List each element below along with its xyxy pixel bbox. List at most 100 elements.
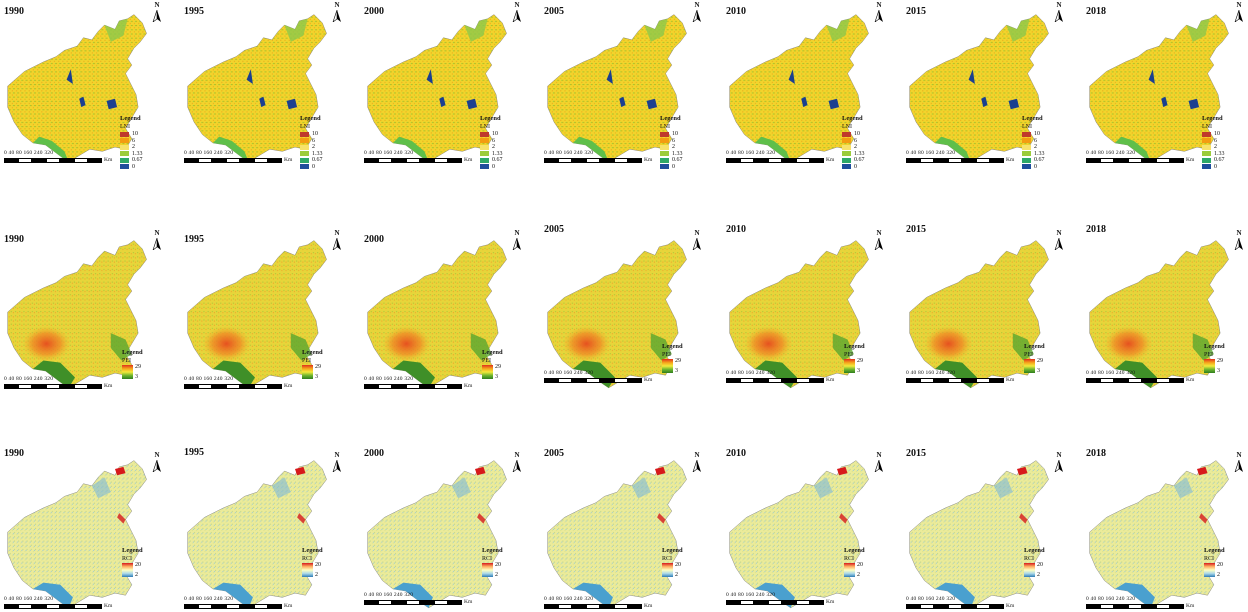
scale-segment (60, 157, 74, 163)
scale-segment (614, 603, 628, 609)
region-map (729, 240, 869, 389)
legend-class-value: 6 (1214, 137, 1217, 144)
legend-index-name: PEI (662, 351, 671, 358)
scale-segment (906, 157, 920, 163)
region-map (909, 460, 1049, 609)
scale-segment (434, 383, 448, 389)
scale-numbers: 0 40 80 160 240 320 (906, 370, 956, 376)
legend-class: 10 (120, 131, 143, 138)
scale-numbers: 0 40 80 160 240 320 (1086, 150, 1136, 156)
scale-bar: 0 40 80 160 240 320 Km (1086, 370, 1194, 383)
scale-segment (32, 603, 46, 609)
north-arrow-icon: N (150, 2, 164, 27)
scale-segment (990, 377, 1004, 383)
scale-numbers: 0 40 80 160 240 320 (1086, 370, 1136, 376)
north-label: N (876, 451, 882, 459)
legend-title: Legend (1204, 547, 1225, 554)
scale-segment (392, 383, 406, 389)
legend-max-value: 29 (675, 358, 681, 364)
legend-class: 0.67 (1022, 157, 1045, 164)
scale-bar: 0 40 80 160 240 320 Km (726, 150, 834, 163)
north-arrow-icon: N (690, 452, 704, 477)
north-arrow-icon: N (1052, 230, 1066, 255)
legend-color-ramp (662, 359, 673, 373)
legend-swatch (1022, 157, 1031, 163)
legend-min-value: 3 (675, 367, 678, 374)
scale-segment (810, 157, 824, 163)
legend-class-value: 2 (854, 144, 857, 150)
north-label: N (876, 229, 882, 237)
scale-numbers: 0 40 80 160 240 320 (906, 150, 956, 156)
scale-segment (740, 377, 754, 383)
map-legend: Legend LNI 10 6 2 1.33 0.67 0 (1202, 115, 1225, 170)
north-label: N (154, 1, 160, 9)
map-panel-lni-2000: 2000 N Legend LNI 10 6 2 1.33 0.67 0 0 40 80 160 2… (360, 0, 538, 200)
legend-class-value: 0 (672, 163, 675, 170)
legend-swatch (842, 164, 851, 170)
year-label: 1990 (4, 234, 24, 245)
scale-numbers: 0 40 80 160 240 320 (4, 376, 54, 382)
legend-class: 10 (660, 131, 683, 138)
legend-index-name: PEI (122, 357, 131, 364)
scale-bar: 0 40 80 160 240 320 Km (726, 592, 834, 605)
region-map (1089, 460, 1229, 609)
scale-segment (420, 599, 434, 605)
scale-segment (46, 157, 60, 163)
scale-segment (990, 157, 1004, 163)
north-label: N (1056, 1, 1062, 9)
region-map (7, 240, 147, 389)
scale-segment (948, 603, 962, 609)
legend-swatch (300, 138, 309, 144)
year-label: 2005 (544, 6, 564, 17)
scale-segment (768, 157, 782, 163)
legend-class-value: 1.33 (312, 150, 323, 157)
map-panel-pei-1990: 1990 N Legend PEI 29 3 0 40 80 160 240 320 Km (0, 200, 178, 400)
scale-segment (406, 383, 420, 389)
scale-unit: Km (644, 157, 653, 163)
scale-segment (976, 157, 990, 163)
scale-numbers: 0 40 80 160 240 320 (544, 370, 594, 376)
scale-segment (1156, 603, 1170, 609)
year-label: 1990 (4, 448, 24, 459)
legend-title: Legend (844, 343, 865, 350)
scale-segment (934, 603, 948, 609)
scale-bar: 0 40 80 160 240 320 Km (4, 150, 112, 163)
legend-class-value: 0.67 (492, 157, 503, 163)
legend-title: Legend (482, 349, 503, 356)
north-label: N (334, 1, 340, 9)
legend-swatch (120, 164, 129, 170)
scale-segment (364, 157, 378, 163)
year-label: 2015 (906, 224, 926, 235)
legend-class: 2 (480, 144, 503, 151)
north-label: N (694, 451, 700, 459)
scale-segment (4, 157, 18, 163)
legend-class-value: 0.67 (132, 157, 143, 163)
legend-class: 0 (480, 164, 503, 171)
map-legend: Legend PEI 29 3 (122, 349, 143, 380)
legend-color-ramp (662, 563, 673, 577)
scale-bar: 0 40 80 160 240 320 Km (544, 596, 652, 609)
scale-unit: Km (644, 377, 653, 383)
scale-segment (1142, 603, 1156, 609)
north-label: N (334, 229, 340, 237)
scale-segment (544, 603, 558, 609)
legend-swatch (1022, 131, 1031, 137)
legend-max-value: 20 (675, 562, 681, 568)
legend-class-value: 10 (1214, 131, 1220, 137)
scale-segment (4, 383, 18, 389)
scale-segment (810, 377, 824, 383)
legend-class-value: 2 (312, 144, 315, 150)
legend-class: 1.33 (120, 151, 143, 158)
legend-class: 0.67 (842, 157, 865, 164)
legend-title: Legend (482, 547, 503, 554)
scale-numbers: 0 40 80 160 240 320 (726, 150, 776, 156)
scale-segment (990, 603, 1004, 609)
scale-segment (920, 603, 934, 609)
legend-class-value: 0.67 (854, 157, 865, 163)
legend-title: Legend (844, 547, 865, 554)
scale-bar: 0 40 80 160 240 320 Km (184, 376, 292, 389)
scale-segment (586, 157, 600, 163)
legend-index-name: LNI (1202, 123, 1212, 130)
legend-class-value: 10 (492, 131, 498, 137)
scale-segment (754, 599, 768, 605)
